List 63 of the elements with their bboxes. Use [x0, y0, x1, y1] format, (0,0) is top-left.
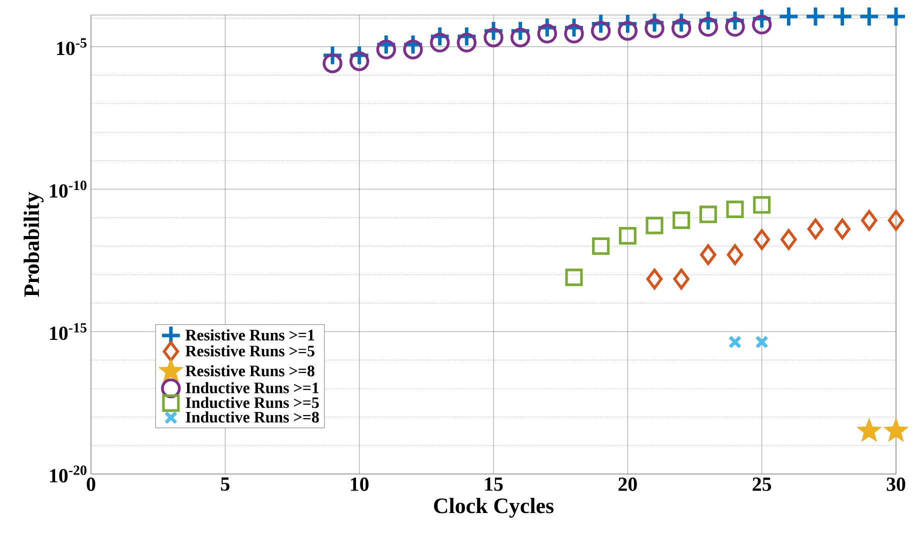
point	[537, 24, 558, 44]
y-tick-label: 10$^{-15}$	[50, 323, 86, 340]
point	[728, 335, 742, 349]
point	[376, 40, 396, 60]
point	[564, 24, 584, 44]
point	[349, 51, 370, 72]
legend-label: Resistive Runs >=5	[185, 345, 314, 356]
point	[699, 206, 717, 224]
point	[726, 244, 744, 266]
x-tick-label: 0	[86, 478, 96, 491]
x-tick-label: 15	[485, 478, 503, 491]
point	[646, 268, 663, 290]
point	[592, 237, 610, 255]
point	[883, 418, 909, 442]
point	[672, 211, 690, 230]
point	[856, 418, 882, 442]
legend-label: Resistive Runs >=8	[185, 365, 314, 376]
x-tick-label: 25	[752, 478, 772, 491]
point	[726, 200, 744, 218]
point	[753, 196, 771, 214]
legend-label: Inductive Runs >=5	[186, 396, 319, 408]
point	[510, 28, 530, 48]
x-axis-title: Clock Cycles	[434, 498, 554, 518]
point	[752, 14, 772, 34]
point	[755, 335, 769, 349]
point	[671, 18, 692, 38]
point	[834, 218, 850, 240]
y-axis-title: Probability	[24, 192, 44, 297]
point	[832, 6, 854, 28]
legend-label: Inductive Runs >=1	[186, 382, 319, 394]
point	[484, 28, 504, 48]
point	[754, 229, 770, 250]
point	[858, 6, 880, 28]
y-tick-label: 10$^{-20}$	[50, 466, 86, 482]
point	[590, 21, 611, 41]
point	[807, 218, 824, 240]
point	[778, 6, 800, 28]
x-tick-label: 30	[886, 478, 906, 491]
point	[618, 227, 636, 245]
point	[403, 40, 423, 60]
point	[644, 18, 664, 38]
point	[322, 54, 342, 74]
point	[780, 229, 797, 250]
point	[618, 21, 638, 41]
legend-label: Inductive Runs >=8	[186, 411, 319, 423]
legend-label: Resistive Runs >=1	[185, 329, 314, 340]
point	[700, 244, 716, 266]
x-tick-label: 10	[350, 478, 369, 491]
point	[888, 210, 904, 231]
point	[698, 16, 718, 37]
point	[430, 32, 450, 52]
point	[804, 6, 826, 28]
point	[565, 268, 583, 286]
point	[861, 210, 878, 231]
x-tick-label: 20	[618, 478, 637, 491]
x-tick-label: 5	[220, 478, 230, 491]
point	[725, 16, 745, 37]
point	[456, 32, 477, 52]
y-tick-label: 10$^{-5}$	[57, 38, 86, 56]
point	[885, 6, 907, 28]
y-tick-label: 10$^{-10}$	[50, 180, 86, 198]
point	[646, 216, 664, 234]
point	[673, 268, 690, 290]
